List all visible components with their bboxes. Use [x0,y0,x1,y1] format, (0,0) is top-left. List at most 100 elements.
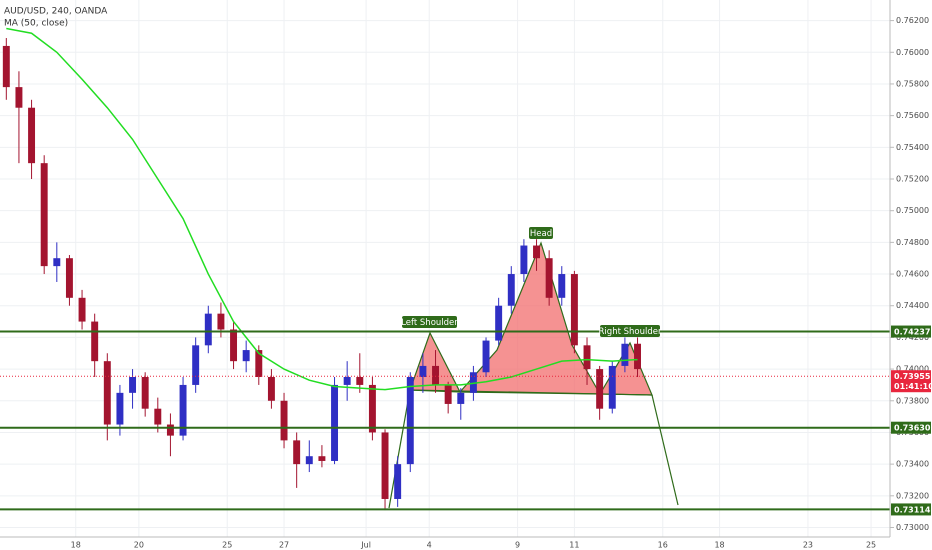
candle-body [331,384,339,461]
candle-body [204,313,212,346]
y-tick-label: 0.73200 [896,491,929,500]
candle-body [154,408,162,425]
candle-body [368,384,376,433]
candle-body [28,107,36,164]
grid [0,0,890,537]
candle-body [634,343,641,370]
candle-body [192,345,200,385]
level-label: 0.74237 [894,328,930,337]
level-badge [891,421,931,434]
countdown-label: 01:41:10 [894,382,932,391]
candle-body [40,163,48,267]
candle-body [432,365,440,385]
candle-body [520,245,528,275]
y-tick-label: 0.73000 [896,523,929,532]
annotation-badge [600,325,660,337]
candle-body [166,424,174,436]
y-tick-label: 0.73800 [896,396,929,405]
y-tick-label: 0.76200 [896,16,929,25]
last-price-label: 0.73955 [894,372,931,381]
candle-body [495,305,503,341]
annotation-label: Head [530,229,552,239]
candle-body [356,377,364,385]
candle-body [406,377,414,465]
candle-body [15,87,23,108]
candle-body [596,369,604,409]
x-tick-label: Jul [360,541,371,550]
y-tick-label: 0.76000 [896,48,929,57]
candle-body [91,321,99,362]
annotation-badge [529,227,553,239]
candle-body [545,258,553,298]
annotation-label: Right Shoulder [599,327,662,337]
entry-line [388,389,411,509]
candle-body [230,329,238,362]
candle-body [469,372,477,393]
ma-line [6,27,638,391]
level-label: 0.73630 [894,424,931,433]
last-price-badge [891,370,931,393]
y-tick-label: 0.75200 [896,175,929,184]
x-tick-label: 16 [658,541,668,550]
x-tick-label: 20 [134,541,144,550]
level-label: 0.73114 [894,505,931,514]
chart-title: AUD/USD, 240, OANDA [4,7,108,17]
x-tick-label: 18 [714,541,724,550]
y-tick-label: 0.74600 [896,270,929,279]
candle-body [482,340,490,373]
annotation-labels: Left Shoulder Head Right Shoulder [401,227,662,337]
annotation-badge [402,316,457,328]
candle-body [621,343,629,366]
candle-body [280,400,288,441]
y-tick-label: 0.75400 [896,143,929,152]
candle-body [242,350,250,362]
y-tick-label: 0.74800 [896,238,929,247]
target-line [651,394,679,506]
candle-body [65,258,73,298]
candle-body [558,274,566,298]
y-tick-label: 0.74400 [896,301,929,310]
x-tick-label: 23 [803,541,813,550]
candle-body [381,432,389,499]
candle-body [293,440,301,465]
x-tick-label: 25 [222,541,232,550]
level-badge [891,325,931,338]
candle-body [267,377,275,401]
candle-body [53,258,61,267]
candle-body [141,377,149,409]
candle-body [78,297,86,322]
candle-body [394,464,402,499]
indicator-name: MA (50, close) [4,19,68,29]
candle-body [533,245,540,259]
x-tick-label: 25 [866,541,876,550]
y-tick-label: 0.75000 [896,206,929,215]
x-tick-label: 4 [427,541,432,550]
candle-body [116,392,124,425]
level-badge [891,503,931,516]
x-tick-label: 11 [569,541,579,550]
candle-body [419,365,427,378]
candle-body [507,274,515,306]
candle-body [570,274,578,346]
candle-body [129,377,137,393]
plot [0,27,890,511]
candle-body [608,365,616,409]
candle-body [457,392,465,404]
y-tick-label: 0.74000 [896,365,929,374]
candle-body [318,456,326,461]
x-tick-label: 27 [279,541,289,550]
x-tick-label: 18 [71,541,81,550]
candle-body [2,45,10,88]
candle-body [305,456,313,465]
candle-body [343,377,351,385]
candle-body [103,361,111,425]
candle-body [179,384,187,436]
y-tick-label: 0.75600 [896,111,929,120]
candle-body [217,313,225,330]
candle-body [444,384,452,404]
candle-body [583,345,591,370]
y-tick-label: 0.75800 [896,79,929,88]
candle-body [255,350,263,378]
x-tick-label: 9 [515,541,520,550]
